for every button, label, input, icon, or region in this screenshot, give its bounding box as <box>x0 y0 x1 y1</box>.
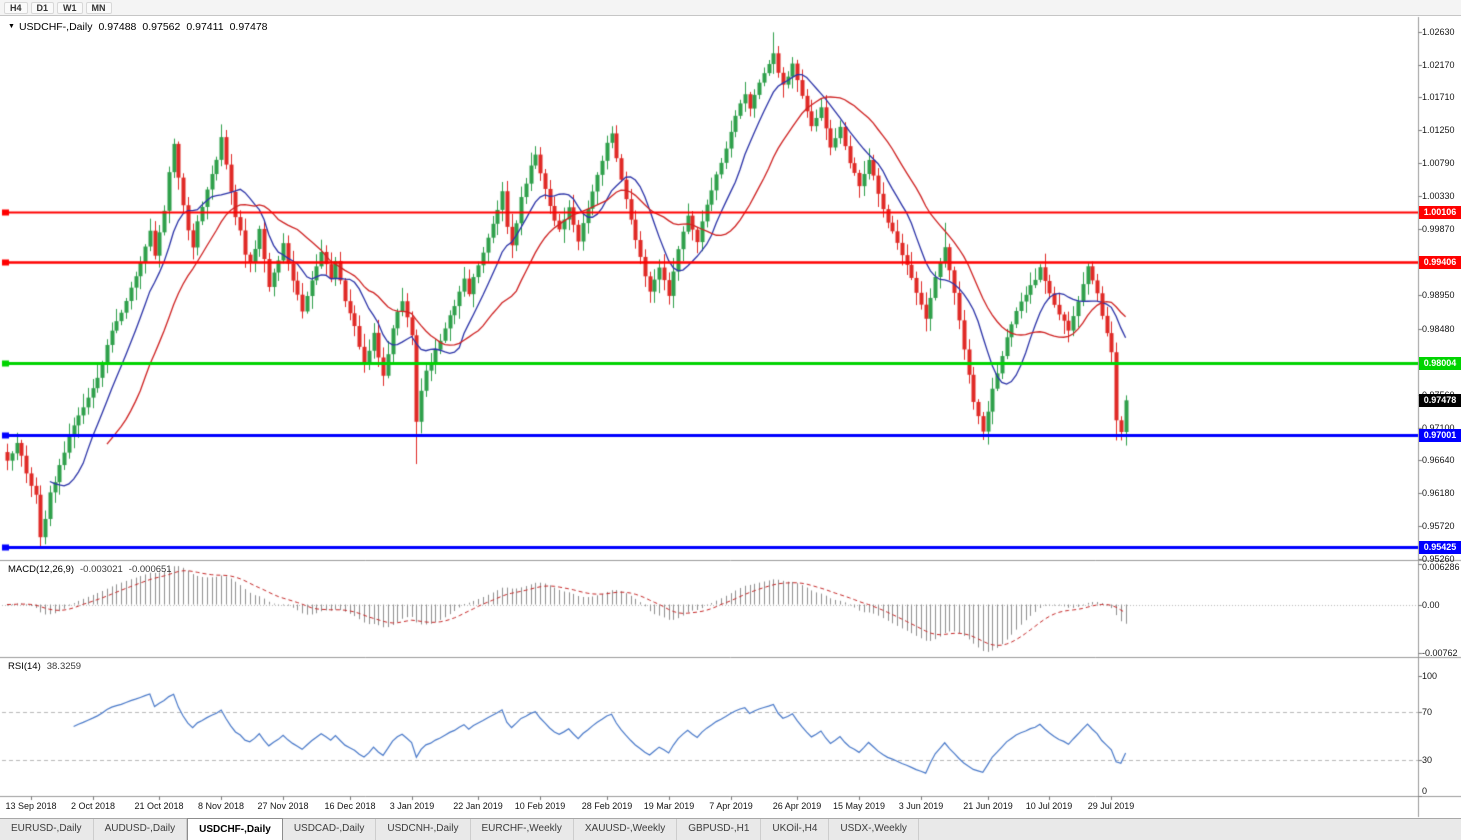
rsi-axis-label: 70 <box>1422 707 1433 717</box>
date-axis-label: 10 Feb 2019 <box>514 801 566 811</box>
date-axis-label: 29 Jul 2019 <box>1087 801 1135 811</box>
date-axis-label: 16 Dec 2018 <box>324 801 376 811</box>
timeframe-button-mn[interactable]: MN <box>85 1 112 14</box>
timeframe-button-d1[interactable]: D1 <box>30 1 55 14</box>
price-line-badge-1.00106[interactable]: 1.00106 <box>1419 206 1461 219</box>
price-axis-label: 0.95720 <box>1422 521 1455 531</box>
price-axis-label: 1.01250 <box>1422 125 1455 135</box>
price-axis-label: 0.97100 <box>1422 423 1455 433</box>
timeframe-toolbar: H4 D1 W1 MN <box>0 0 1461 16</box>
current-price-badge: 0.97478 <box>1419 394 1461 407</box>
price-axis-label: 0.96180 <box>1422 488 1455 498</box>
quote-low: 0.97411 <box>186 21 224 33</box>
chart-tab-usdx-weekly[interactable]: USDX-,Weekly <box>829 819 919 840</box>
date-axis-label: 2 Oct 2018 <box>70 801 116 811</box>
price-axis-label: 0.99870 <box>1422 224 1455 234</box>
date-axis-label: 13 Sep 2018 <box>5 801 57 811</box>
quote-high: 0.97562 <box>142 21 181 33</box>
chart-tab-gbpusd-h1[interactable]: GBPUSD-,H1 <box>677 819 762 840</box>
chart-dropdown-icon[interactable]: ▼ <box>8 23 15 30</box>
date-axis-label: 21 Oct 2018 <box>134 801 184 811</box>
macd-axis-label: 0.00 <box>1422 600 1440 610</box>
macd-axis-label: -0.00762 <box>1422 648 1458 658</box>
chart-tab-audusd-daily[interactable]: AUDUSD-,Daily <box>93 819 188 840</box>
macd-main-value: -0.003021 <box>80 564 123 575</box>
rsi-axis-label: 100 <box>1422 671 1438 681</box>
date-axis-label: 7 Apr 2019 <box>709 801 753 811</box>
price-line-badge-0.95425[interactable]: 0.95425 <box>1419 541 1461 554</box>
date-axis-label: 22 Jan 2019 <box>453 801 503 811</box>
price-axis-label: 1.02630 <box>1422 27 1455 37</box>
chart-tab-eurusd-daily[interactable]: EURUSD-,Daily <box>0 819 94 840</box>
price-axis-label: 0.98480 <box>1422 324 1455 334</box>
price-axis-label: 1.00790 <box>1422 158 1455 168</box>
chart-tab-ukoil-h4[interactable]: UKOil-,H4 <box>761 819 830 840</box>
date-axis-label: 27 Nov 2018 <box>257 801 309 811</box>
macd-signal-value: -0.000651 <box>128 564 172 575</box>
rsi-indicator-label: RSI(14) 38.3259 <box>8 661 81 672</box>
rsi-name: RSI(14) <box>8 661 41 672</box>
date-axis-label: 3 Jan 2019 <box>389 801 435 811</box>
date-axis-label: 26 Apr 2019 <box>772 801 822 811</box>
date-axis-label: 21 Jun 2019 <box>963 801 1013 811</box>
date-axis-label: 19 Mar 2019 <box>643 801 695 811</box>
macd-indicator-label: MACD(12,26,9) -0.003021 -0.000651 <box>8 564 172 575</box>
price-axis-label: 0.95260 <box>1422 554 1455 564</box>
quote-close: 0.97478 <box>229 21 268 33</box>
rsi-axis-label: 30 <box>1422 755 1433 765</box>
date-axis-label: 3 Jun 2019 <box>898 801 944 811</box>
chart-tab-xauusd-weekly[interactable]: XAUUSD-,Weekly <box>573 819 678 840</box>
chart-tab-usdcnh-daily[interactable]: USDCNH-,Daily <box>376 819 471 840</box>
date-axis-label: 28 Feb 2019 <box>581 801 633 811</box>
price-axis-label: 0.98950 <box>1422 290 1455 300</box>
price-axis-label: 1.00330 <box>1422 191 1455 201</box>
rsi-value: 38.3259 <box>46 661 82 672</box>
macd-axis-label: 0.006286 <box>1422 562 1460 572</box>
date-axis-label: 8 Nov 2018 <box>197 801 245 811</box>
chart-symbol-period: USDCHF-,Daily <box>18 21 93 33</box>
price-axis-label: 1.02170 <box>1422 60 1455 70</box>
chart-tab-bar: EURUSD-,Daily AUDUSD-,Daily USDCHF-,Daily U… <box>0 818 1461 840</box>
date-axis-label: 15 May 2019 <box>832 801 886 811</box>
timeframe-button-w1[interactable]: W1 <box>57 1 83 14</box>
macd-name: MACD(12,26,9) <box>8 564 74 575</box>
chart-title: ▼ USDCHF-,Daily 0.97488 0.97562 0.97411 0.974… <box>8 21 268 33</box>
price-line-badge-0.97001[interactable]: 0.97001 <box>1419 429 1461 442</box>
price-line-badge-0.98004[interactable]: 0.98004 <box>1419 357 1461 370</box>
price-axis-label: 0.96640 <box>1422 455 1455 465</box>
chart-tab-usdcad-daily[interactable]: USDCAD-,Daily <box>282 819 377 840</box>
date-axis-label: 10 Jul 2019 <box>1025 801 1073 811</box>
price-axis-label: 1.01710 <box>1422 92 1455 102</box>
chart-tab-eurchf-weekly[interactable]: EURCHF-,Weekly <box>470 819 574 840</box>
quote-open: 0.97488 <box>98 21 137 33</box>
price-line-badge-0.99406[interactable]: 0.99406 <box>1419 256 1461 269</box>
timeframe-button-h4[interactable]: H4 <box>4 1 28 14</box>
chart-tab-usdchf-daily[interactable]: USDCHF-,Daily <box>187 818 283 840</box>
rsi-axis-label: 0 <box>1422 786 1428 796</box>
